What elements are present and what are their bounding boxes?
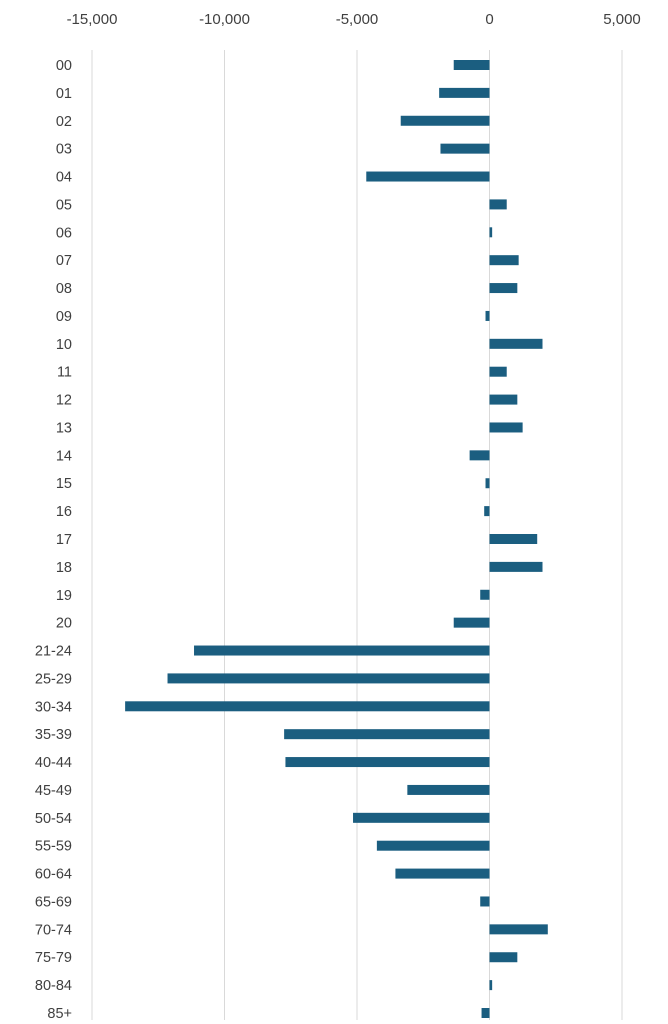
category-label: 04 — [56, 170, 72, 186]
bar — [485, 478, 490, 489]
bar — [480, 589, 490, 600]
category-label: 55-59 — [35, 839, 72, 855]
category-label: 25-29 — [35, 671, 72, 687]
category-label: 11 — [57, 365, 72, 381]
category-label: 03 — [56, 142, 72, 158]
category-label: 06 — [56, 225, 72, 241]
bar — [489, 199, 507, 210]
bar — [366, 171, 490, 182]
category-label: 16 — [56, 504, 72, 520]
bar — [376, 840, 490, 851]
category-label: 00 — [56, 58, 72, 74]
bar — [439, 87, 490, 98]
bar — [453, 617, 490, 628]
bar — [481, 1008, 490, 1018]
bar — [489, 924, 548, 935]
bar — [285, 757, 490, 768]
category-label: 60-64 — [35, 867, 72, 883]
category-label: 05 — [56, 197, 72, 213]
bar — [407, 784, 490, 795]
category-label: 65-69 — [35, 894, 72, 910]
bar — [489, 255, 519, 266]
category-label: 10 — [56, 337, 72, 353]
x-tick-label: 0 — [485, 11, 493, 28]
category-label: 30-34 — [35, 699, 72, 715]
category-label: 85+ — [47, 1006, 72, 1022]
bar — [489, 422, 523, 433]
bar — [400, 115, 490, 126]
category-label: 35-39 — [35, 727, 72, 743]
category-label: 17 — [56, 532, 72, 548]
bar — [489, 980, 493, 991]
bars — [125, 60, 548, 1018]
category-label: 08 — [56, 281, 72, 297]
category-label: 70-74 — [35, 922, 72, 938]
category-label: 15 — [56, 476, 72, 492]
bar — [489, 394, 518, 405]
category-label: 50-54 — [35, 811, 72, 827]
bar — [453, 60, 490, 70]
x-tick-label: 5,000 — [603, 11, 641, 28]
category-label: 80-84 — [35, 978, 72, 994]
x-tick-label: -15,000 — [67, 11, 118, 28]
category-label: 14 — [56, 448, 72, 464]
category-label: 19 — [56, 588, 72, 604]
bar — [440, 143, 490, 154]
category-label: 02 — [56, 114, 72, 130]
category-label: 21-24 — [35, 644, 72, 660]
bar — [480, 896, 490, 907]
bar — [485, 310, 490, 321]
bar — [489, 952, 518, 963]
x-axis-tick-labels: -15,000 -10,000 -5,000 0 5,000 — [67, 11, 641, 28]
category-label: 40-44 — [35, 755, 72, 771]
bar — [353, 812, 490, 823]
bar — [469, 450, 490, 461]
bar — [395, 868, 490, 879]
bar — [489, 366, 507, 377]
bar — [194, 645, 490, 656]
category-label: 45-49 — [35, 783, 72, 799]
category-label: 01 — [56, 86, 72, 102]
category-label: 09 — [56, 309, 72, 325]
category-label: 18 — [56, 560, 72, 576]
x-tick-label: -10,000 — [199, 11, 250, 28]
gridlines — [91, 50, 623, 1020]
category-labels: 00 01 02 03 04 05 06 07 08 09 10 11 12 13 14 15 16 17 18 19… — [35, 58, 72, 1022]
bar — [125, 701, 490, 712]
bar — [284, 729, 490, 740]
bar — [489, 227, 493, 238]
bar — [167, 673, 490, 684]
bar — [489, 283, 518, 294]
x-tick-label: -5,000 — [336, 11, 379, 28]
category-label: 75-79 — [35, 950, 72, 966]
bar — [489, 338, 543, 349]
category-label: 07 — [56, 253, 72, 269]
category-label: 20 — [56, 616, 72, 632]
category-label: 12 — [56, 393, 72, 409]
category-label: 13 — [56, 420, 72, 436]
bar — [489, 534, 538, 544]
bar — [484, 506, 490, 517]
bar — [489, 561, 543, 572]
